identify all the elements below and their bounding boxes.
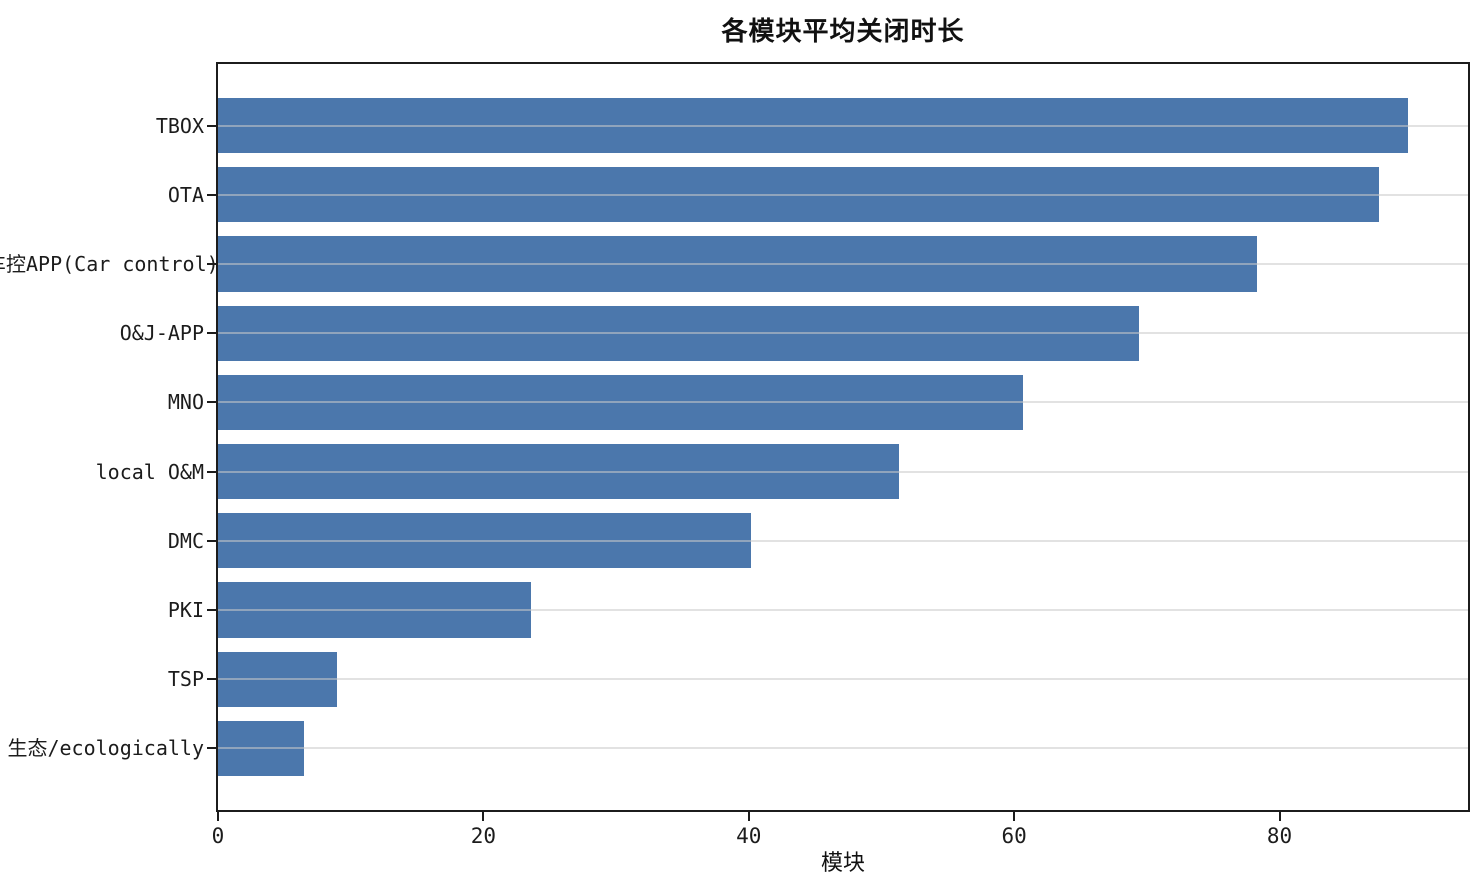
y-tick-mark <box>207 124 216 127</box>
y-tick-label: TBOX <box>155 113 204 138</box>
gridline <box>218 470 1468 473</box>
y-tick-mark <box>207 539 216 542</box>
y-tick-label: PKI <box>167 598 204 622</box>
y-tick-mark <box>207 332 216 335</box>
y-tick-mark <box>207 262 216 265</box>
x-axis-label: 模块 <box>820 851 865 876</box>
x-tick-mark <box>1013 812 1016 821</box>
y-tick-label: DMC <box>167 528 204 553</box>
gridline <box>218 262 1468 265</box>
gridline <box>218 401 1468 404</box>
y-tick-mark <box>207 609 216 611</box>
y-tick-label: O&J-APP <box>119 321 204 346</box>
y-tick-mark <box>207 401 216 404</box>
x-tick-label: 60 <box>1001 824 1027 848</box>
y-tick-label: 车控APP(Car control) <box>0 251 219 276</box>
y-tick-label: TSP <box>167 667 204 692</box>
y-tick-label: MNO <box>167 390 204 415</box>
x-tick-mark <box>1278 812 1281 821</box>
y-tick-label: local O&M <box>95 459 204 484</box>
y-tick-mark <box>207 678 216 681</box>
gridline <box>218 124 1468 127</box>
x-tick-mark <box>217 812 219 821</box>
y-tick-mark <box>207 747 216 750</box>
x-tick-label: 80 <box>1266 824 1293 848</box>
y-tick-label: 生态/ecologically <box>7 736 204 761</box>
gridline <box>218 678 1468 681</box>
x-tick-mark <box>747 812 750 821</box>
gridline <box>218 747 1468 750</box>
chart-title: 各模块平均关闭时长 <box>721 17 965 47</box>
y-tick-mark <box>207 193 216 196</box>
x-tick-label: 40 <box>736 824 762 848</box>
gridline <box>218 609 1468 611</box>
y-tick-mark <box>207 470 216 473</box>
x-tick-label: 0 <box>211 824 225 848</box>
gridline <box>218 193 1468 196</box>
x-tick-mark <box>482 812 485 821</box>
gridline <box>218 539 1468 542</box>
x-tick-label: 20 <box>470 824 497 848</box>
plot-area: TBOX OTA 车控APP(Car control) O&J-APP MNO local… <box>0 62 1470 847</box>
y-tick-label: OTA <box>167 182 204 207</box>
gridline <box>218 332 1468 335</box>
